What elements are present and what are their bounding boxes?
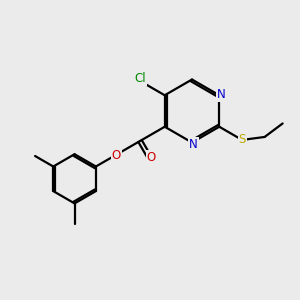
- Text: Cl: Cl: [134, 72, 146, 85]
- Text: O: O: [112, 149, 121, 162]
- Text: O: O: [147, 151, 156, 164]
- Text: N: N: [217, 88, 226, 101]
- Text: S: S: [238, 134, 246, 146]
- Text: N: N: [189, 137, 198, 151]
